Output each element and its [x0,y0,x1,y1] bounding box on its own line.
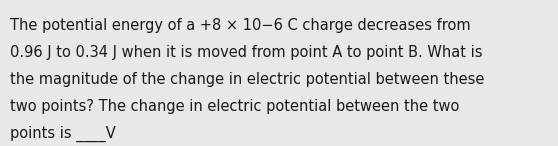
Text: two points? The change in electric potential between the two: two points? The change in electric poten… [10,99,459,114]
Text: the magnitude of the change in electric potential between these: the magnitude of the change in electric … [10,72,484,87]
Text: The potential energy of a +8 × 10−6 C charge decreases from: The potential energy of a +8 × 10−6 C ch… [10,18,470,33]
Text: 0.96 J to 0.34 J when it is moved from point A to point B. What is: 0.96 J to 0.34 J when it is moved from p… [10,45,483,60]
Text: points is ____V: points is ____V [10,126,116,142]
